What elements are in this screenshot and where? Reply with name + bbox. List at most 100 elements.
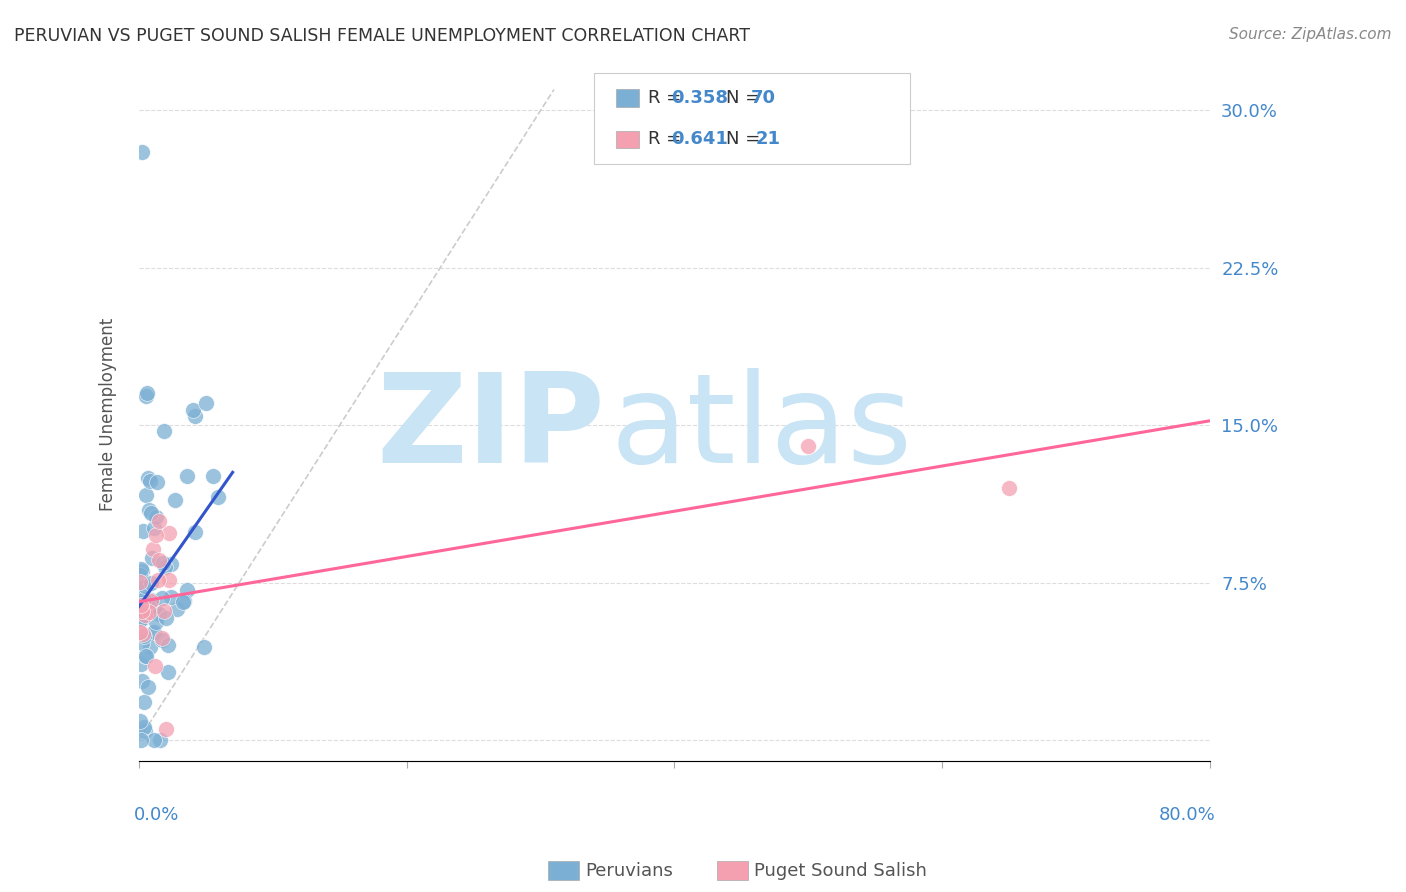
Point [148, 553, 170, 567]
Point [143, 659, 166, 673]
Point [142, 521, 165, 535]
Point [152, 591, 174, 606]
Text: Source: ZipAtlas.com: Source: ZipAtlas.com [1229, 27, 1392, 42]
Point [139, 576, 162, 591]
Point [143, 732, 166, 747]
Point [141, 550, 163, 565]
Point [132, 695, 155, 709]
Point [131, 564, 153, 578]
Point [146, 475, 169, 489]
Text: R =: R = [648, 89, 686, 107]
Point [129, 657, 152, 671]
Point [132, 524, 155, 538]
Point [142, 601, 165, 615]
Point [136, 680, 159, 694]
Point [129, 625, 152, 640]
Point [129, 562, 152, 576]
Point [176, 469, 198, 483]
Text: N =: N = [725, 89, 766, 107]
Point [135, 389, 157, 403]
Point [129, 598, 152, 612]
Text: 80.0%: 80.0% [1159, 805, 1215, 824]
Text: atlas: atlas [610, 368, 912, 489]
Point [184, 524, 207, 539]
Text: 0.358: 0.358 [671, 89, 728, 107]
Point [131, 145, 153, 160]
Point [131, 674, 153, 689]
Point [156, 665, 179, 679]
Point [139, 592, 162, 607]
Point [145, 509, 167, 524]
FancyBboxPatch shape [595, 72, 910, 164]
Point [142, 626, 165, 640]
Point [152, 424, 174, 438]
Point [132, 629, 155, 643]
Point [998, 481, 1021, 495]
Point [134, 719, 156, 733]
Point [142, 541, 165, 556]
Text: 70: 70 [751, 89, 776, 107]
Point [194, 396, 217, 410]
Point [141, 506, 163, 520]
Point [135, 488, 157, 502]
Point [145, 615, 167, 630]
Point [202, 469, 225, 483]
Point [131, 580, 153, 594]
Point [176, 583, 198, 598]
Point [155, 559, 177, 574]
Text: ZIP: ZIP [375, 368, 605, 489]
Point [153, 604, 176, 618]
Point [142, 624, 165, 639]
Point [134, 648, 156, 663]
Point [129, 714, 152, 728]
Point [136, 386, 159, 401]
Point [184, 409, 207, 423]
Point [166, 601, 188, 615]
Point [131, 636, 153, 650]
Point [181, 402, 204, 417]
Point [155, 611, 177, 625]
Point [148, 514, 170, 528]
Point [136, 471, 159, 485]
Point [160, 590, 183, 604]
Point [172, 595, 194, 609]
Point [129, 584, 152, 599]
Point [131, 604, 153, 618]
Point [139, 594, 162, 608]
Text: 0.641: 0.641 [671, 130, 728, 148]
Point [149, 732, 172, 747]
Point [139, 640, 162, 655]
Point [152, 556, 174, 570]
Point [134, 724, 156, 739]
Point [207, 491, 229, 505]
Point [160, 557, 183, 571]
Point [157, 526, 180, 541]
Text: PERUVIAN VS PUGET SOUND SALISH FEMALE UNEMPLOYMENT CORRELATION CHART: PERUVIAN VS PUGET SOUND SALISH FEMALE UN… [14, 27, 749, 45]
Point [145, 528, 167, 542]
Point [129, 613, 152, 627]
Point [157, 638, 180, 652]
Bar [616, 89, 640, 107]
Point [142, 599, 165, 614]
Point [157, 574, 180, 588]
Point [134, 607, 156, 622]
Text: 21: 21 [756, 130, 780, 148]
Point [129, 732, 152, 747]
Point [193, 640, 215, 655]
Point [165, 493, 187, 508]
Point [134, 579, 156, 593]
Point [139, 474, 162, 488]
Point [146, 573, 169, 587]
Point [129, 575, 152, 590]
Point [138, 605, 160, 619]
Bar [616, 131, 640, 148]
Point [797, 439, 820, 453]
Point [129, 567, 152, 582]
Point [132, 627, 155, 641]
Point [131, 612, 153, 626]
Point [131, 600, 153, 615]
Text: 0.0%: 0.0% [134, 805, 179, 824]
Text: N =: N = [725, 130, 772, 148]
Point [155, 723, 177, 737]
Point [129, 600, 152, 615]
